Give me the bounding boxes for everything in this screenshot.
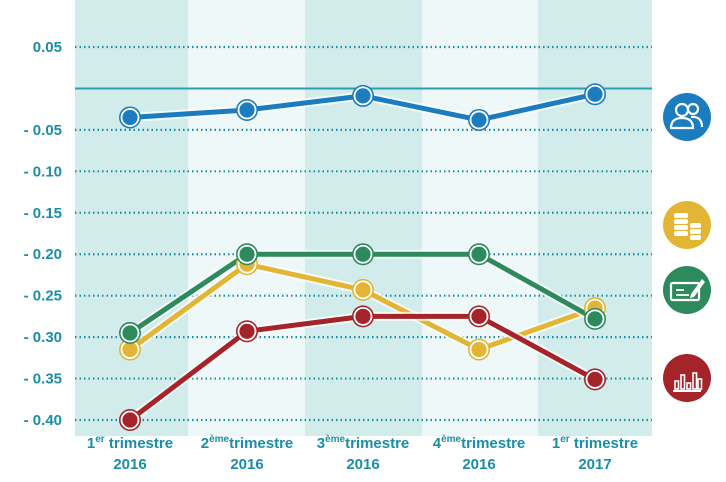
data-point-ring xyxy=(585,309,605,329)
x-tick-label: 1er trimestre xyxy=(87,434,173,452)
category-band xyxy=(188,0,305,436)
bar xyxy=(674,380,680,390)
y-tick-label: - 0.30 xyxy=(24,329,62,346)
data-point-ring xyxy=(353,306,373,326)
y-tick-label: - 0.35 xyxy=(24,371,62,388)
category-band xyxy=(75,0,188,436)
data-point-ring xyxy=(585,84,605,104)
data-point-ring xyxy=(469,306,489,326)
data-point-ring xyxy=(237,244,257,264)
person-body xyxy=(669,116,695,130)
person-head xyxy=(686,102,700,116)
icon-circle xyxy=(663,354,711,402)
coin xyxy=(690,223,701,228)
coin xyxy=(674,213,688,218)
category-band xyxy=(422,0,538,436)
data-point-ring xyxy=(469,244,489,264)
icon-circle xyxy=(663,93,711,141)
y-tick-label: - 0.10 xyxy=(24,163,62,180)
data-point-ring xyxy=(469,340,489,359)
icon-circle xyxy=(663,201,711,249)
coin xyxy=(674,225,688,230)
data-point-ring xyxy=(353,86,373,106)
x-tick-year: 2017 xyxy=(578,456,611,473)
coin xyxy=(674,219,688,224)
coin xyxy=(674,231,688,236)
y-tick-label: 0.05 xyxy=(33,39,62,56)
bar xyxy=(692,372,698,390)
coins-icon xyxy=(663,201,711,249)
data-point-ring xyxy=(237,321,257,341)
data-point-ring xyxy=(353,244,373,264)
people-icon xyxy=(663,93,711,141)
y-tick-label: - 0.15 xyxy=(24,205,62,222)
coin xyxy=(690,235,701,240)
x-tick-label: 2èmetrimestre xyxy=(201,434,294,452)
x-tick-year: 2016 xyxy=(113,456,146,473)
data-point-ring xyxy=(469,110,489,130)
bar xyxy=(686,382,692,390)
category-band xyxy=(305,0,422,436)
x-tick-year: 2016 xyxy=(462,456,495,473)
y-tick-label: - 0.25 xyxy=(24,288,62,305)
x-tick-label: 1er trimestre xyxy=(552,434,638,452)
y-tick-label: - 0.20 xyxy=(24,246,62,263)
bar-chart-icon xyxy=(663,354,711,402)
data-point-ring xyxy=(120,108,140,127)
data-point-ring xyxy=(120,323,140,343)
bar xyxy=(697,378,703,390)
data-point-ring xyxy=(120,410,140,430)
pen xyxy=(690,279,705,298)
data-point-ring xyxy=(353,280,373,300)
data-point-ring xyxy=(237,100,257,120)
x-tick-label: 3èmetrimestre xyxy=(317,434,410,452)
bar xyxy=(680,374,686,390)
person-body xyxy=(690,115,704,128)
data-point-ring xyxy=(585,369,605,389)
coin xyxy=(690,229,701,234)
x-tick-year: 2016 xyxy=(230,456,263,473)
y-tick-label: - 0.40 xyxy=(24,412,62,429)
check-icon xyxy=(663,266,711,314)
icon-circle xyxy=(663,266,711,314)
x-tick-label: 4èmetrimestre xyxy=(433,434,526,452)
y-tick-label: - 0.05 xyxy=(24,122,62,139)
cheque xyxy=(669,281,701,302)
x-tick-year: 2016 xyxy=(346,456,379,473)
